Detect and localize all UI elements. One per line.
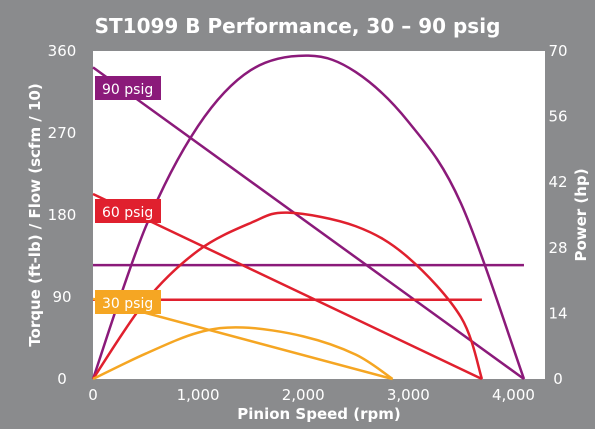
power-curve-90-psig <box>91 54 526 380</box>
series-label: 90 psig <box>102 82 153 98</box>
y-right-axis-label: Power (hp) <box>572 168 590 261</box>
y-right-tick-label: 56 <box>548 108 567 126</box>
y-left-tick-label: 90 <box>52 288 71 306</box>
series-label: 30 psig <box>102 296 153 312</box>
y-left-tick-label: 0 <box>57 370 67 388</box>
chart-title: ST1099 B Performance, 30 – 90 psig <box>94 14 501 38</box>
y-left-tick-label: 270 <box>48 124 77 142</box>
y-right-tick-label: 42 <box>548 173 567 191</box>
y-right-tick-label: 28 <box>548 239 567 257</box>
y-right-tick-label: 70 <box>548 42 567 60</box>
x-tick-label: 3,000 <box>387 386 430 404</box>
plot-background <box>93 51 545 379</box>
x-axis-label: Pinion Speed (rpm) <box>237 405 400 423</box>
x-tick-label: 4,000 <box>492 386 535 404</box>
power-curve-30-psig <box>92 326 394 381</box>
y-left-tick-label: 180 <box>48 206 77 224</box>
series-label-box <box>95 290 161 314</box>
y-right-tick-label: 0 <box>553 370 563 388</box>
torque-line-60-psig <box>92 192 483 381</box>
x-tick-label: 0 <box>88 386 98 404</box>
y-left-axis-label: Torque (ft-lb) / Flow (scfm / 10) <box>26 83 44 346</box>
y-right-tick-label: 14 <box>548 304 567 322</box>
x-tick-label: 2,000 <box>282 386 325 404</box>
series-label: 60 psig <box>102 205 153 221</box>
series-label-box <box>95 76 161 100</box>
series-label-box <box>95 199 161 223</box>
torque-line-90-psig <box>92 66 525 381</box>
x-tick-label: 1,000 <box>177 386 220 404</box>
y-left-tick-label: 360 <box>48 42 77 60</box>
